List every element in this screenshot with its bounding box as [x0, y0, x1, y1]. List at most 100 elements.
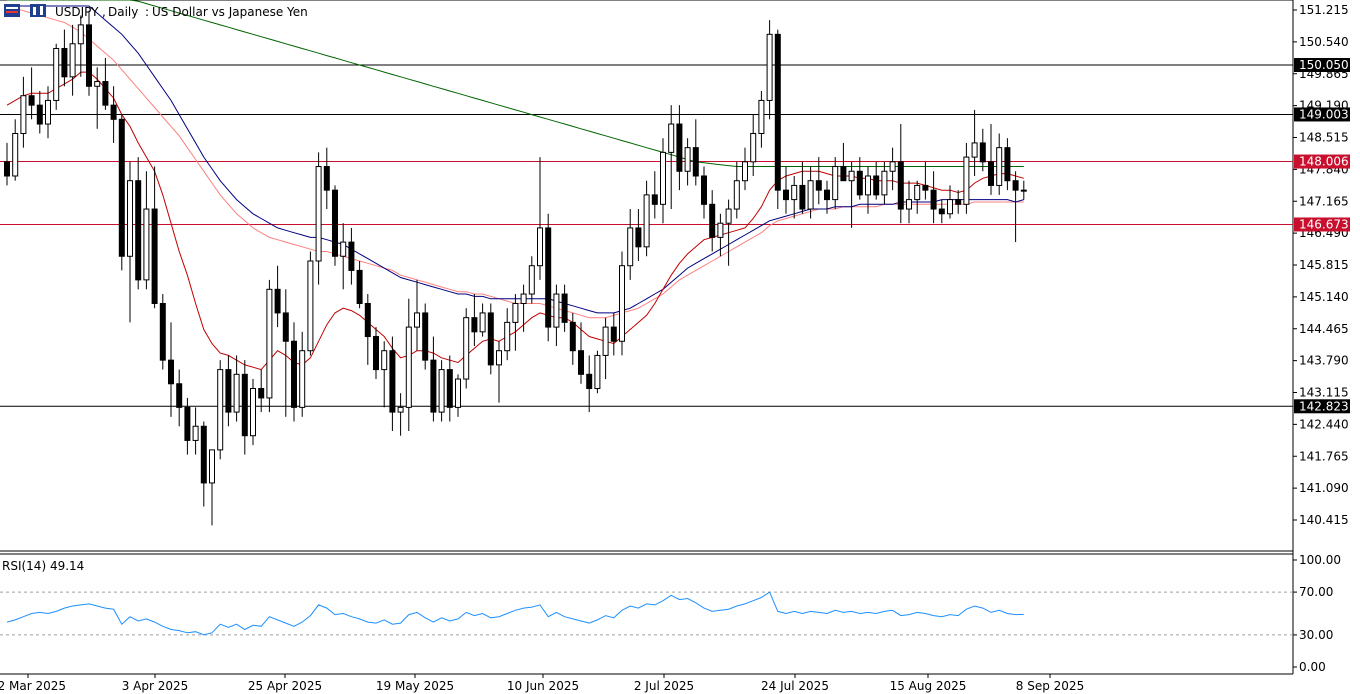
- candle-body: [774, 33, 781, 191]
- candle-body: [881, 170, 888, 196]
- candle: [176, 369, 183, 427]
- chart-type-icon[interactable]: [30, 4, 46, 17]
- candle-body: [840, 166, 847, 182]
- level-tag-bg: [1294, 154, 1350, 169]
- candle: [348, 227, 355, 285]
- candle-body: [979, 142, 986, 163]
- candle-body: [873, 175, 880, 196]
- candle-body: [676, 123, 683, 172]
- timeframe-label: Daily: [108, 5, 138, 19]
- candle-body: [971, 142, 978, 158]
- candle: [930, 171, 937, 224]
- candle-body: [504, 321, 511, 352]
- candle-body: [635, 227, 642, 248]
- candle: [266, 279, 273, 413]
- candle-body: [323, 166, 330, 191]
- candle-body: [274, 288, 281, 314]
- candle-body: [414, 312, 420, 328]
- candle: [578, 322, 584, 384]
- candle-body: [528, 265, 535, 295]
- candle: [381, 341, 388, 408]
- candle-body: [159, 302, 166, 361]
- candle-body: [906, 199, 912, 210]
- candle-body: [594, 354, 601, 389]
- candle: [340, 223, 347, 290]
- candle: [996, 133, 1003, 195]
- rsi-label: RSI(14) 49.14: [2, 559, 84, 573]
- candle: [77, 15, 84, 77]
- candle-body: [135, 180, 142, 281]
- level-tag-label: 146.673: [1299, 217, 1349, 231]
- level-tag-bg: [1294, 217, 1350, 232]
- candle: [758, 90, 765, 148]
- candle-body: [848, 170, 855, 182]
- candle: [832, 157, 839, 210]
- candle: [282, 289, 289, 417]
- candle-body: [1020, 189, 1027, 192]
- candle: [873, 161, 880, 200]
- candle: [258, 369, 265, 413]
- candle: [4, 142, 10, 186]
- price-tick-label: 147.165: [1299, 194, 1349, 208]
- rsi-tick-label: 30.00: [1299, 628, 1333, 642]
- candle: [889, 147, 896, 191]
- level-tag: 148.006: [1294, 154, 1350, 169]
- level-tag-bg: [1294, 58, 1350, 73]
- candle-body: [537, 227, 543, 267]
- candle-body: [438, 369, 445, 413]
- level-tag-label: 148.006: [1299, 155, 1349, 169]
- rsi-panel: RSI(14) 49.14 100.00 70.00 30.00 0.00: [0, 553, 1341, 674]
- price-tick-label: 142.440: [1299, 417, 1349, 431]
- candle-body: [651, 194, 658, 205]
- candle: [988, 124, 994, 195]
- candle-body: [578, 350, 584, 375]
- candle-body: [487, 312, 494, 366]
- level-tag-label: 149.003: [1299, 107, 1349, 121]
- candle: [906, 180, 912, 224]
- platform-icon[interactable]: [4, 4, 20, 17]
- candle-body: [856, 170, 863, 196]
- price-tick-label: 145.140: [1299, 290, 1349, 304]
- candle: [774, 29, 781, 210]
- time-axis: 12 Mar 2025 3 Apr 2025 25 Apr 2025 19 May 2…: [0, 674, 1084, 693]
- candle-body: [725, 208, 732, 224]
- candle: [848, 161, 855, 228]
- candle-body: [192, 425, 199, 441]
- candle-body: [889, 161, 896, 172]
- candle-body: [455, 378, 461, 408]
- candle-body: [963, 156, 970, 205]
- candle: [914, 180, 921, 214]
- level-tag: 150.050: [1294, 58, 1350, 73]
- candle: [192, 407, 199, 455]
- candle-body: [86, 24, 92, 87]
- candle-body: [1004, 147, 1011, 182]
- candle-body: [684, 147, 691, 172]
- candle-body: [496, 350, 502, 366]
- candle-body: [733, 180, 740, 210]
- candle-body: [643, 194, 650, 248]
- candle-body: [660, 151, 666, 205]
- time-tick-label: 19 May 2025: [376, 679, 454, 693]
- candle: [373, 327, 379, 380]
- price-tick-label: 143.790: [1299, 354, 1349, 368]
- candle: [332, 185, 338, 266]
- candle-body: [561, 293, 568, 323]
- candle-body: [241, 373, 248, 437]
- candle-body: [750, 132, 757, 163]
- candle-body: [832, 166, 839, 201]
- price-tick-label: 151.215: [1299, 3, 1349, 17]
- candle-body: [200, 425, 207, 484]
- candle-body: [266, 288, 273, 399]
- candle: [766, 20, 773, 120]
- candle: [783, 166, 789, 214]
- candle-body: [356, 269, 363, 304]
- time-tick-label: 8 Sep 2025: [1016, 679, 1084, 693]
- candle: [692, 119, 699, 186]
- candle: [463, 308, 470, 389]
- candle-body: [545, 227, 552, 328]
- candle-body: [947, 199, 953, 215]
- candle: [955, 190, 962, 214]
- candle: [660, 138, 666, 224]
- candle: [545, 213, 552, 342]
